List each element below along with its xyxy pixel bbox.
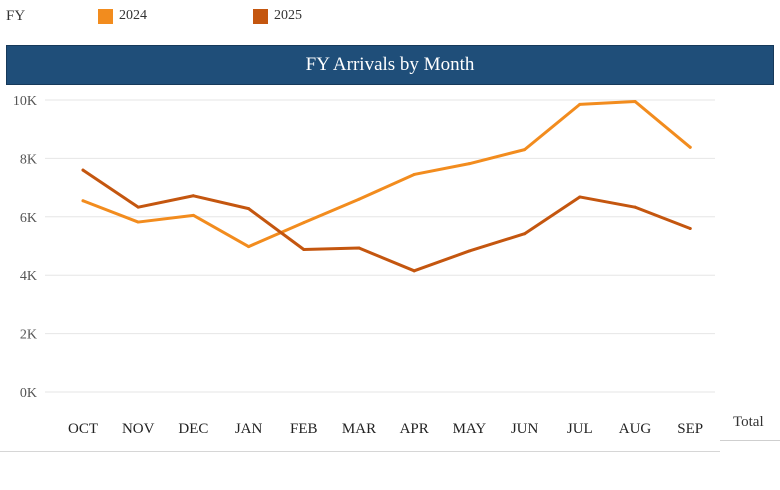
y-tick-label: 4K — [20, 269, 37, 284]
x-tick-label: APR — [400, 421, 429, 437]
data-point-2024-sep — [688, 145, 692, 149]
legend-swatch-2024 — [98, 8, 113, 24]
data-point-2024-may — [467, 162, 471, 166]
x-tick-label: JAN — [235, 421, 263, 437]
data-point-2025-dec — [191, 194, 195, 198]
data-point-2024-feb — [302, 221, 306, 225]
data-point-2025-apr — [412, 269, 416, 273]
chart-title-banner: FY Arrivals by Month — [6, 45, 774, 85]
data-point-2024-jul — [578, 102, 582, 106]
legend: FY 2024 2025 — [0, 4, 780, 28]
data-point-2025-jan — [247, 207, 251, 211]
series-line-2025 — [81, 168, 692, 273]
data-point-2025-mar — [357, 246, 361, 250]
x-tick-label: MAR — [342, 421, 376, 437]
data-point-2024-aug — [633, 99, 637, 103]
legend-item-2025[interactable]: 2025 — [253, 8, 302, 24]
data-point-2024-apr — [412, 172, 416, 176]
data-point-2024-nov — [136, 220, 140, 224]
data-point-2025-aug — [633, 205, 637, 209]
x-tick-label: OCT — [68, 421, 98, 437]
x-tick-label: JUN — [511, 421, 539, 437]
data-point-2025-may — [467, 249, 471, 253]
data-point-2024-oct — [81, 199, 85, 203]
y-tick-label: 10K — [13, 95, 37, 109]
data-point-2024-jun — [523, 148, 527, 152]
legend-label-2024: 2024 — [119, 8, 147, 23]
data-point-2024-jan — [247, 245, 251, 249]
x-tick-label: DEC — [178, 421, 208, 437]
x-tick-label: MAY — [453, 421, 487, 437]
y-tick-label: 8K — [20, 152, 37, 167]
x-tick-label: SEP — [677, 421, 703, 437]
legend-label-2025: 2025 — [274, 8, 302, 23]
series-line-2024 — [81, 99, 692, 249]
y-tick-label: 0K — [20, 386, 37, 401]
total-column-header: Total — [733, 414, 764, 430]
legend-swatch-2025 — [253, 8, 268, 24]
data-point-2025-oct — [81, 168, 85, 172]
x-tick-label: NOV — [122, 421, 155, 437]
data-point-2025-nov — [136, 205, 140, 209]
x-tick-label: AUG — [619, 421, 652, 437]
chart-title: FY Arrivals by Month — [305, 54, 475, 75]
total-divider — [720, 440, 780, 441]
data-point-2024-dec — [191, 213, 195, 217]
legend-item-2024[interactable]: 2024 — [98, 8, 147, 24]
x-tick-label: JUL — [567, 421, 593, 437]
data-point-2025-sep — [688, 226, 692, 230]
legend-title: FY — [6, 8, 26, 24]
x-tick-label: FEB — [290, 421, 318, 437]
data-point-2025-jun — [523, 232, 527, 236]
data-point-2024-mar — [357, 197, 361, 201]
y-tick-label: 6K — [20, 211, 37, 226]
data-point-2025-jul — [578, 195, 582, 199]
line-chart: 0K 2K 4K 6K 8K 10K OCT NOV DEC JAN FEB MAR APR MAY JUN… — [13, 95, 715, 437]
y-tick-label: 2K — [20, 328, 37, 343]
data-point-2025-feb — [302, 248, 306, 252]
table-divider — [0, 451, 720, 452]
